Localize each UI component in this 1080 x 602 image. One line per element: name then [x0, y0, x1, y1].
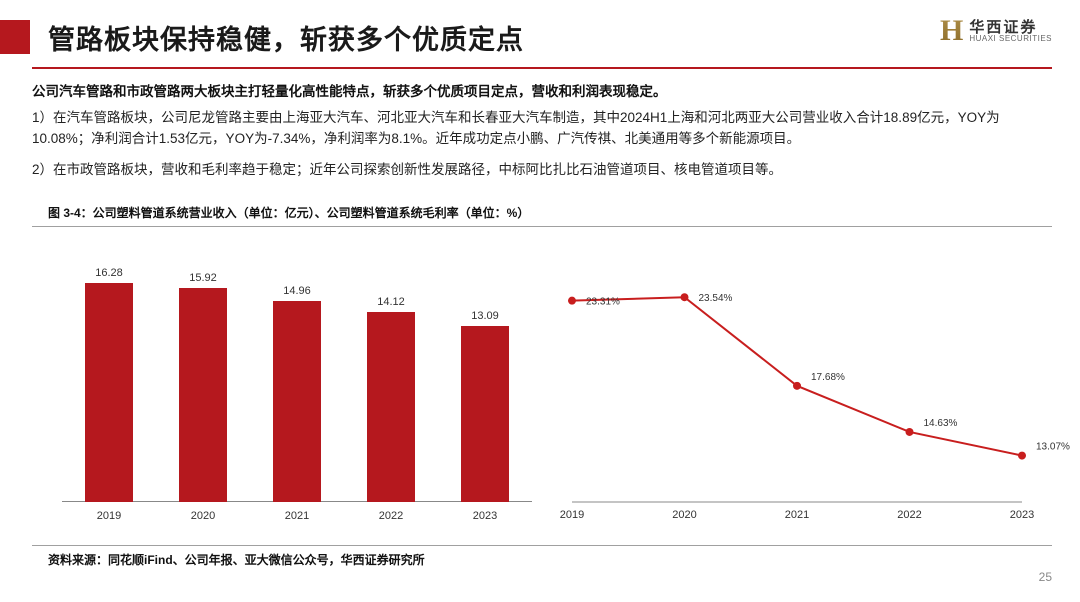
line-category-label: 2019 — [560, 509, 584, 521]
data-point — [906, 428, 914, 436]
data-point — [568, 297, 576, 305]
paragraph-2: 2）在市政管路板块，营收和毛利率趋于稳定；近年公司探索创新性发展路径，中标阿比扎… — [32, 160, 1052, 181]
bar — [367, 312, 415, 502]
title-rule — [32, 67, 1052, 69]
line-category-label: 2023 — [1010, 509, 1034, 521]
bar-value-label: 14.96 — [267, 285, 327, 297]
bar-category-label: 2023 — [455, 510, 515, 522]
page-number: 25 — [1039, 570, 1052, 584]
trend-line — [572, 297, 1022, 455]
point-label: 23.31% — [586, 297, 620, 308]
logo-cn: 华西证券 — [969, 20, 1052, 35]
charts-container: 16.28 2019 15.92 2020 14.96 2021 14.12 2022 13.0… — [32, 240, 1052, 532]
source-note: 资料来源：同花顺iFind、公司年报、亚大微信公众号，华西证券研究所 — [48, 551, 425, 568]
bar — [179, 288, 227, 502]
bar-chart: 16.28 2019 15.92 2020 14.96 2021 14.12 2022 13.0… — [32, 240, 542, 532]
data-point — [1018, 452, 1026, 460]
point-label: 13.07% — [1036, 442, 1070, 453]
logo-en: HUAXI SECURITIES — [969, 35, 1052, 43]
line-chart: 23.31% 2019 23.54% 2020 17.68% 2021 14.63% 2022… — [542, 240, 1052, 532]
bar-category-label: 2020 — [173, 510, 233, 522]
line-category-label: 2022 — [897, 509, 921, 521]
bar-category-label: 2019 — [79, 510, 139, 522]
chart-rule-bottom — [32, 545, 1052, 546]
bar-value-label: 15.92 — [173, 272, 233, 284]
point-label: 17.68% — [811, 372, 845, 383]
bar-category-label: 2021 — [267, 510, 327, 522]
bar — [273, 301, 321, 502]
point-label: 14.63% — [924, 418, 958, 429]
bar-value-label: 16.28 — [79, 267, 139, 279]
line-svg: 23.31%201923.54%202017.68%202114.63%2022… — [572, 260, 1022, 532]
logo-text: 华西证券 HUAXI SECURITIES — [969, 20, 1052, 43]
bar-category-label: 2022 — [361, 510, 421, 522]
line-category-label: 2020 — [672, 509, 696, 521]
bar-value-label: 14.12 — [361, 296, 421, 308]
logo: H 华西证券 HUAXI SECURITIES — [940, 14, 1052, 48]
page-title: 管路板块保持稳健，斩获多个优质定点 — [48, 18, 524, 57]
bar — [461, 326, 509, 502]
chart-rule-top — [32, 226, 1052, 227]
data-point — [681, 293, 689, 301]
paragraph-1: 1）在汽车管路板块，公司尼龙管路主要由上海亚大汽车、河北亚大汽车和长春亚大汽车制… — [32, 108, 1052, 150]
chart-caption: 图 3-4：公司塑料管道系统营业收入（单位：亿元）、公司塑料管道系统毛利率（单位… — [48, 204, 529, 221]
data-point — [793, 382, 801, 390]
subtitle: 公司汽车管路和市政管路两大板块主打轻量化高性能特点，斩获多个优质项目定点，营收和… — [32, 80, 667, 100]
line-category-label: 2021 — [785, 509, 809, 521]
bar — [85, 283, 133, 502]
bar-value-label: 13.09 — [455, 310, 515, 322]
point-label: 23.54% — [699, 293, 733, 304]
logo-glyph: H — [940, 14, 963, 48]
accent-block — [0, 20, 30, 54]
